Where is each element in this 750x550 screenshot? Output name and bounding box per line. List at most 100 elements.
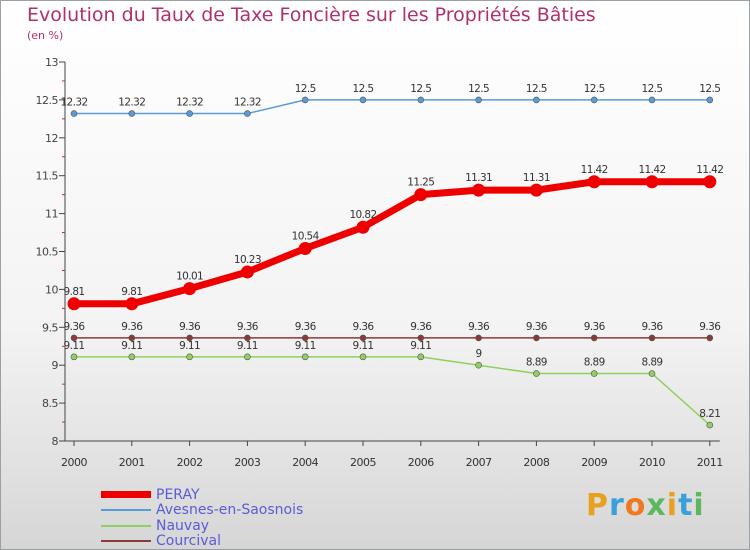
data-point-avesnes-en-saosnois <box>70 110 78 117</box>
data-label-nauvay: 9.11 <box>295 340 316 352</box>
x-tick-label: 2004 <box>292 456 318 469</box>
data-point-peray <box>587 175 601 189</box>
data-label-nauvay: 9.11 <box>179 340 200 352</box>
data-point-avesnes-en-saosnois <box>590 96 598 104</box>
data-label-avesnes-en-saosnois: 12.5 <box>642 83 663 95</box>
legend-label: Avesnes-en-Saosnois <box>156 502 304 519</box>
y-tick-label: 11.5 <box>36 170 59 183</box>
data-label-nauvay: 8.21 <box>699 408 720 420</box>
data-point-peray <box>529 183 543 197</box>
data-label-courcival: 9.36 <box>699 321 721 333</box>
series-line-peray <box>74 178 710 308</box>
legend-swatch-courcival <box>101 540 151 543</box>
data-point-nauvay <box>533 370 540 377</box>
legend-item-peray: PERAY <box>101 487 303 503</box>
data-point-nauvay <box>70 353 78 361</box>
data-label-peray: 9.81 <box>121 286 142 298</box>
data-point-peray <box>472 183 486 197</box>
data-label-courcival: 9.36 <box>468 321 490 333</box>
data-label-nauvay: 9 <box>476 348 482 360</box>
legend-label: Courcival <box>156 533 222 550</box>
data-point-courcival <box>590 334 598 342</box>
chart-subtitle: (en %) <box>27 29 64 42</box>
data-point-avesnes-en-saosnois <box>186 110 193 117</box>
x-tick-label: 2011 <box>697 456 723 469</box>
data-label-nauvay: 8.89 <box>584 357 605 369</box>
data-label-peray: 11.42 <box>638 164 665 176</box>
data-point-peray <box>703 175 717 189</box>
legend-item-avesnes-en-saosnois: Avesnes-en-Saosnois <box>101 503 303 519</box>
y-tick-label: 9.5 <box>42 321 58 334</box>
x-tick-label: 2000 <box>61 456 87 469</box>
data-point-peray <box>67 297 81 311</box>
data-label-avesnes-en-saosnois: 12.5 <box>410 83 431 95</box>
data-point-avesnes-en-saosnois <box>417 96 425 104</box>
y-tick-label: 11 <box>45 208 58 221</box>
data-point-avesnes-en-saosnois <box>475 96 482 104</box>
data-point-courcival <box>648 334 656 342</box>
logo-letter: x <box>646 488 667 523</box>
x-tick-label: 2009 <box>581 456 607 469</box>
data-point-avesnes-en-saosnois <box>359 96 367 104</box>
data-point-peray <box>183 282 197 296</box>
data-label-nauvay: 9.11 <box>237 340 258 352</box>
data-point-courcival <box>475 334 482 342</box>
series-line-nauvay <box>74 356 711 426</box>
data-point-courcival <box>417 334 425 342</box>
data-point-avesnes-en-saosnois <box>244 110 251 117</box>
y-tick-label: 10.5 <box>36 246 59 259</box>
legend-swatch-avesnes-en-saosnois <box>101 509 151 512</box>
data-label-avesnes-en-saosnois: 12.32 <box>60 97 87 109</box>
data-point-avesnes-en-saosnois <box>648 96 656 104</box>
data-label-peray: 11.31 <box>523 172 550 184</box>
data-label-avesnes-en-saosnois: 12.5 <box>295 83 316 95</box>
data-point-avesnes-en-saosnois <box>301 96 309 104</box>
y-tick-label: 12.5 <box>36 94 59 107</box>
legend-swatch-peray <box>101 491 151 499</box>
data-label-peray: 11.42 <box>581 164 608 176</box>
x-tick-label: 2005 <box>350 456 376 469</box>
y-tick-label: 9 <box>52 359 59 372</box>
data-label-avesnes-en-saosnois: 12.5 <box>353 83 374 95</box>
data-label-courcival: 9.36 <box>179 321 201 333</box>
legend-swatch-nauvay <box>101 524 151 527</box>
data-label-courcival: 9.36 <box>526 321 548 333</box>
proxiti-logo: Proxiti <box>586 488 705 523</box>
data-label-courcival: 9.36 <box>295 321 317 333</box>
data-point-courcival <box>244 334 251 342</box>
y-tick-label: 13 <box>45 56 58 69</box>
data-point-nauvay <box>359 353 367 361</box>
data-point-avesnes-en-saosnois <box>706 96 714 104</box>
x-tick-label: 2003 <box>234 456 260 469</box>
data-label-peray: 10.54 <box>292 230 320 242</box>
data-point-courcival <box>128 334 136 342</box>
legend-label: PERAY <box>156 486 200 503</box>
data-label-courcival: 9.36 <box>353 321 375 333</box>
data-label-nauvay: 9.11 <box>410 340 431 352</box>
data-label-nauvay: 9.11 <box>64 340 85 352</box>
data-label-courcival: 9.36 <box>64 321 86 333</box>
logo-letter: o <box>624 488 647 523</box>
data-label-avesnes-en-saosnois: 12.5 <box>584 83 605 95</box>
data-label-peray: 11.31 <box>465 172 492 184</box>
data-point-avesnes-en-saosnois <box>533 96 540 104</box>
y-tick-label: 8.5 <box>42 397 58 410</box>
legend-item-nauvay: Nauvay <box>101 518 303 534</box>
legend-label: Nauvay <box>156 517 210 534</box>
data-point-peray <box>645 175 659 189</box>
data-label-peray: 11.25 <box>407 177 434 189</box>
legend-item-courcival: Courcival <box>101 534 303 550</box>
data-point-nauvay <box>244 353 251 361</box>
logo-letter: i <box>666 488 679 523</box>
data-point-courcival <box>70 334 78 342</box>
logo-letter: r <box>609 488 625 523</box>
data-point-nauvay <box>648 370 656 377</box>
x-tick-label: 2001 <box>119 456 145 469</box>
data-point-courcival <box>186 334 193 342</box>
data-point-nauvay <box>186 353 193 361</box>
x-tick-label: 2007 <box>466 456 492 469</box>
data-point-nauvay <box>590 370 598 377</box>
x-tick-label: 2010 <box>639 456 665 469</box>
